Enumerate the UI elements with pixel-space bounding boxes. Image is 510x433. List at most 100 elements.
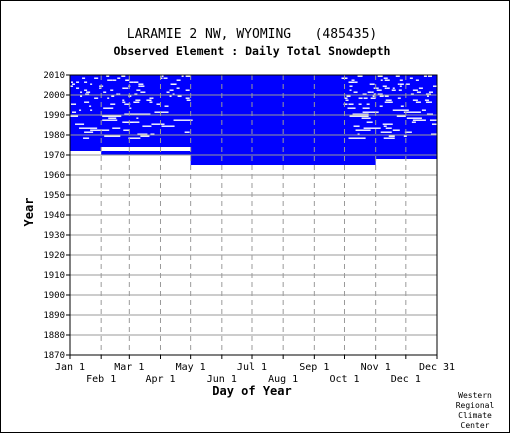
sparse-record-mark: [84, 89, 88, 91]
sparse-record-mark: [345, 99, 349, 101]
sparse-record-mark: [79, 109, 82, 111]
sparse-record-mark: [112, 127, 121, 129]
sparse-record-mark: [385, 127, 392, 129]
sparse-record-mark: [412, 119, 426, 121]
sparse-record-mark: [72, 111, 77, 113]
sparse-record-mark: [82, 77, 86, 79]
credit-block: Western Regional Climate Center: [456, 391, 495, 430]
sparse-record-mark: [142, 125, 152, 127]
x-tick-label: Mar 1: [114, 362, 144, 373]
sparse-record-mark: [121, 75, 126, 77]
x-tick-label: Dec 31: [419, 362, 455, 373]
sparse-record-mark: [118, 93, 121, 95]
x-axis-title: Day of Year: [212, 384, 291, 398]
sparse-record-mark: [149, 97, 152, 99]
y-tick-label: 1960: [43, 171, 65, 181]
sparse-record-mark: [388, 135, 395, 137]
y-axis-title: Year: [22, 198, 36, 227]
sparse-record-mark: [384, 79, 390, 81]
sparse-record-mark: [382, 123, 393, 125]
sparse-record-mark: [384, 95, 389, 97]
sparse-record-mark: [369, 83, 375, 85]
missing-gap-2: [101, 147, 191, 151]
sparse-record-mark: [140, 135, 150, 137]
sparse-record-mark: [425, 93, 431, 95]
sparse-record-mark: [71, 81, 74, 83]
sparse-record-mark: [110, 103, 116, 105]
sparse-record-mark: [372, 95, 375, 97]
sparse-record-mark: [106, 75, 110, 77]
x-tick-label: Nov 1: [361, 362, 391, 373]
sparse-record-mark: [392, 109, 409, 111]
sparse-record-mark: [392, 129, 400, 131]
sparse-record-mark: [89, 105, 92, 107]
sparse-record-mark: [384, 87, 387, 89]
sparse-record-mark: [138, 83, 144, 85]
sparse-record-mark: [90, 83, 93, 85]
sparse-record-mark: [99, 87, 102, 89]
sparse-record-mark: [104, 135, 121, 137]
y-tick-label: 1890: [43, 311, 65, 321]
sparse-record-mark: [348, 81, 351, 83]
sparse-record-mark: [90, 109, 93, 111]
sparse-record-mark: [123, 129, 130, 131]
sparse-record-mark: [70, 115, 79, 117]
y-tick-label: 1920: [43, 251, 65, 261]
sparse-record-mark: [112, 79, 117, 81]
sparse-record-mark: [122, 101, 126, 103]
sparse-record-mark: [151, 97, 154, 99]
sparse-record-mark: [344, 97, 348, 99]
sparse-record-mark: [392, 87, 395, 89]
credit-line-1: Western: [458, 391, 492, 400]
sparse-record-mark: [362, 111, 379, 113]
y-tick-label: 1930: [43, 231, 65, 241]
sparse-record-mark: [117, 77, 121, 79]
y-tick-label: 1900: [43, 291, 65, 301]
sparse-record-mark: [137, 133, 148, 135]
sparse-record-mark: [177, 95, 182, 97]
sparse-record-mark: [404, 131, 412, 133]
sparse-record-mark: [428, 91, 433, 93]
sparse-record-mark: [350, 81, 354, 83]
sparse-record-mark: [383, 77, 388, 79]
sparse-record-mark: [399, 85, 402, 87]
sparse-record-mark: [160, 77, 163, 79]
sparse-record-mark: [403, 135, 407, 137]
sparse-record-mark: [348, 103, 354, 105]
y-tick-label: 2010: [43, 71, 65, 81]
x-tick-label: Sep 1: [299, 362, 329, 373]
sparse-record-mark: [399, 79, 403, 81]
y-tick-label: 1910: [43, 271, 65, 281]
y-tick-label: 2000: [43, 91, 65, 101]
sparse-record-mark: [123, 87, 129, 89]
sparse-record-mark: [186, 99, 191, 101]
missing-gap-1: [70, 151, 102, 155]
sparse-record-mark: [348, 103, 351, 105]
sparse-record-mark: [136, 89, 141, 91]
sparse-record-mark: [122, 99, 125, 101]
sparse-record-mark: [166, 91, 170, 93]
sparse-record-mark: [161, 75, 164, 77]
sparse-record-mark: [161, 125, 175, 127]
sparse-record-mark: [133, 101, 137, 103]
missing-gap-3: [375, 159, 437, 165]
sparse-record-mark: [103, 107, 114, 109]
sparse-record-mark: [388, 101, 393, 103]
sparse-record-mark: [383, 137, 395, 139]
sparse-record-mark: [173, 119, 193, 121]
sparse-record-mark: [371, 91, 374, 93]
sparse-record-mark: [380, 79, 383, 81]
sparse-record-mark: [416, 91, 421, 93]
sparse-record-mark: [353, 125, 360, 127]
sparse-record-mark: [129, 81, 134, 83]
sparse-record-mark: [154, 111, 169, 113]
sparse-record-mark: [397, 97, 401, 99]
sparse-record-mark: [412, 89, 418, 91]
sparse-record-mark: [349, 115, 369, 117]
sparse-record-mark: [148, 99, 152, 101]
sparse-record-mark: [366, 121, 373, 123]
sparse-record-mark: [415, 101, 421, 103]
sparse-record-mark: [138, 85, 141, 87]
sparse-record-mark: [125, 79, 129, 81]
